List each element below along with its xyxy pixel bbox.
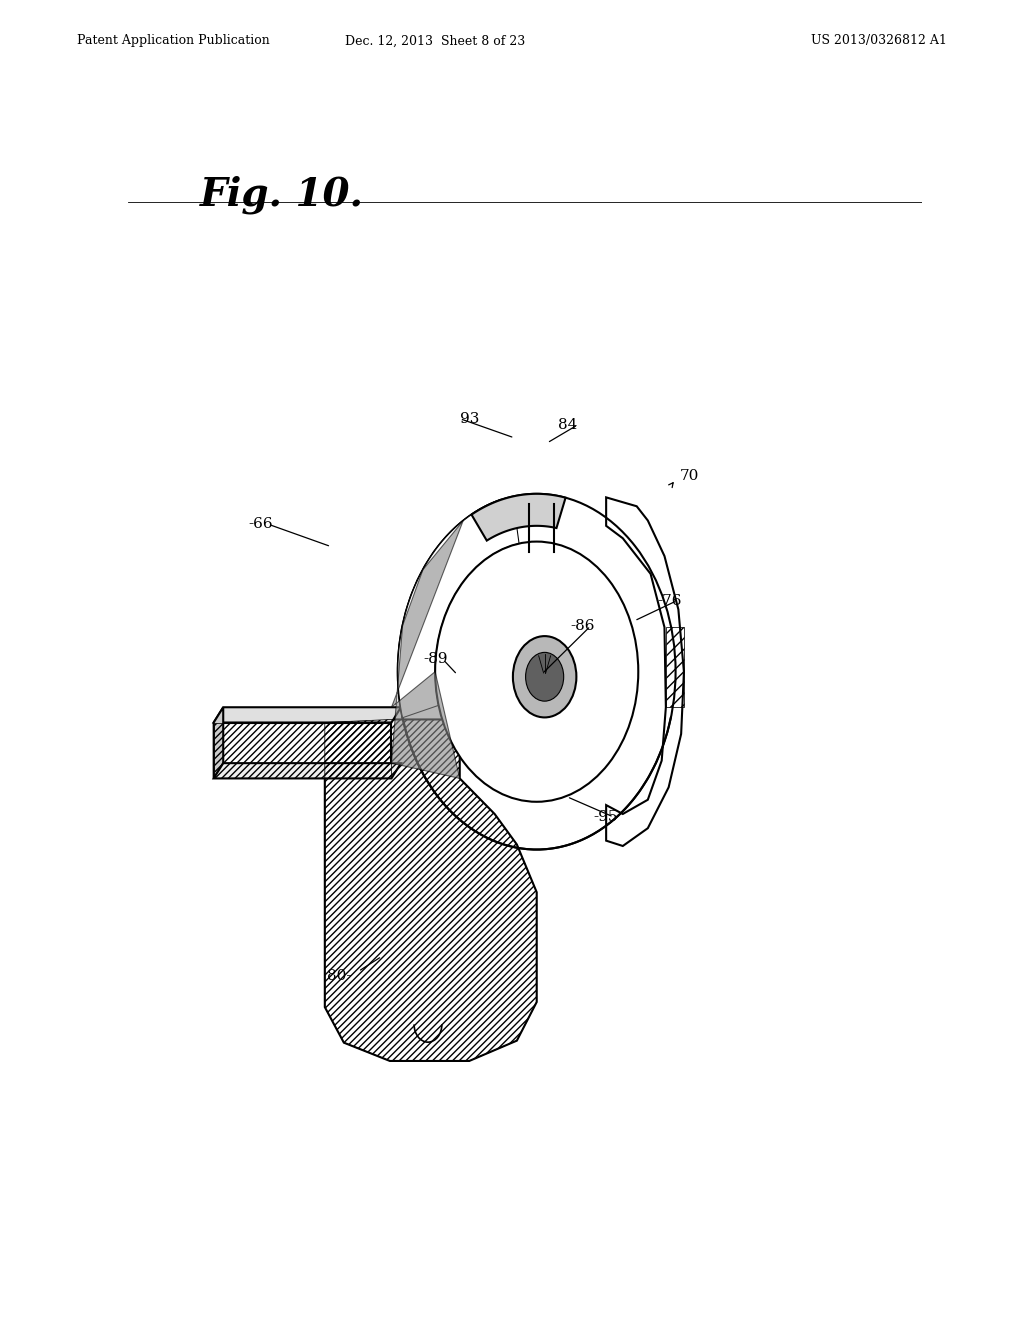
Text: -86: -86 [570, 619, 595, 634]
Circle shape [525, 652, 563, 701]
Text: -66: -66 [249, 517, 273, 532]
Text: 70: 70 [680, 469, 699, 483]
Polygon shape [471, 494, 565, 541]
Text: Fig. 10.: Fig. 10. [200, 176, 364, 214]
Polygon shape [391, 521, 463, 779]
Text: -76: -76 [657, 594, 682, 607]
Circle shape [435, 541, 638, 801]
Polygon shape [398, 496, 519, 718]
Polygon shape [214, 708, 223, 779]
Polygon shape [325, 719, 537, 1061]
Text: Dec. 12, 2013  Sheet 8 of 23: Dec. 12, 2013 Sheet 8 of 23 [345, 34, 525, 48]
Polygon shape [214, 722, 391, 779]
Polygon shape [214, 708, 401, 722]
Polygon shape [214, 763, 401, 779]
Text: US 2013/0326812 A1: US 2013/0326812 A1 [811, 34, 947, 48]
Text: 93: 93 [460, 412, 479, 425]
Text: Patent Application Publication: Patent Application Publication [77, 34, 269, 48]
Polygon shape [606, 498, 684, 846]
Text: 80-: 80- [328, 969, 352, 982]
Text: -89: -89 [423, 652, 447, 667]
Circle shape [513, 636, 577, 718]
Text: -95: -95 [594, 810, 618, 824]
Text: 84: 84 [558, 417, 578, 432]
